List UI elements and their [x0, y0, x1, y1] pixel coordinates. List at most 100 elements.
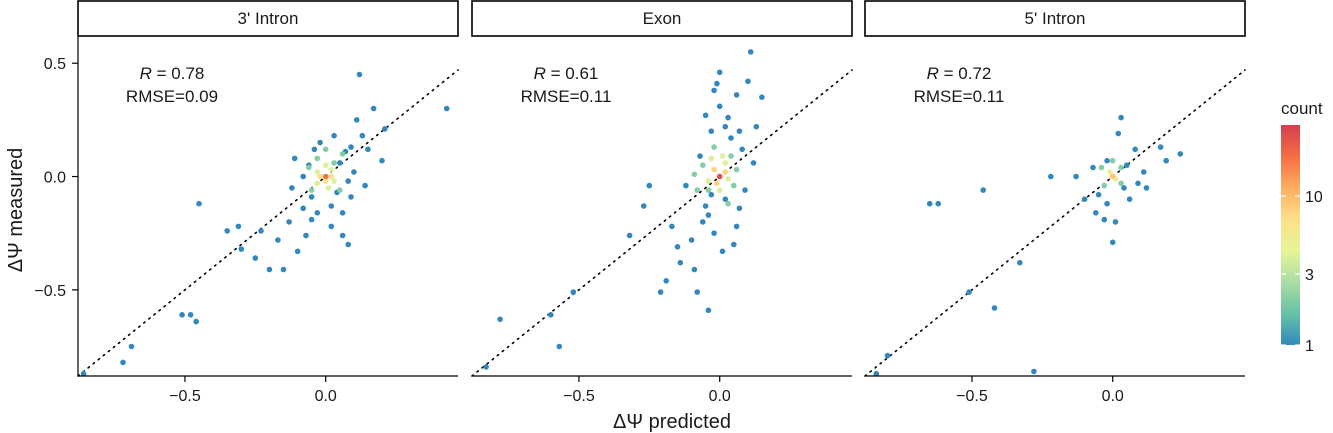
- scatter-point: [356, 71, 363, 78]
- scatter-point: [252, 255, 259, 261]
- scatter-point: [548, 312, 554, 318]
- scatter-point: [1073, 173, 1079, 180]
- scatter-point: [193, 318, 199, 325]
- x-ticks: −0.5 0.0: [169, 376, 337, 405]
- strip-box: [77, 0, 459, 37]
- scatter-point: [722, 169, 729, 175]
- scatter-point: [669, 223, 675, 230]
- scatter-point: [980, 187, 986, 193]
- panel-exon: Exon R = 0.61 RMSE=0.11 −0.5 0.0: [471, 0, 853, 405]
- scatter-point: [322, 162, 329, 168]
- scatter-point: [306, 164, 312, 171]
- scatter-point: [331, 160, 337, 166]
- scatter-point: [359, 132, 366, 139]
- y-tick-label: 0.5: [44, 56, 66, 73]
- y-ticks: 0.5 0.0 −0.5: [34, 56, 78, 300]
- scatter-point: [753, 123, 760, 130]
- scatter-point: [657, 289, 664, 295]
- strip-label: 3' Intron: [238, 9, 299, 28]
- scatter-point: [719, 248, 726, 255]
- scatter-point: [674, 244, 681, 250]
- scatter-point: [300, 205, 307, 212]
- scatter-point: [691, 266, 698, 273]
- scatter-point: [711, 144, 717, 150]
- panel-5-intron: 5' Intron R = 0.72 RMSE=0.11 −0.5 0.0: [864, 0, 1246, 405]
- scatter-point: [1081, 196, 1088, 202]
- scatter-point: [379, 157, 385, 164]
- scatter-point: [750, 160, 757, 166]
- scatter-point: [708, 155, 715, 162]
- scatter-point: [646, 182, 653, 189]
- scatter-point: [339, 232, 346, 239]
- plot-area: [471, 49, 853, 377]
- scatter-point: [80, 370, 87, 377]
- plot-area: [864, 69, 1246, 377]
- scatter-point: [128, 343, 135, 350]
- scatter-point: [266, 266, 273, 273]
- scatter-point: [697, 153, 703, 159]
- scatter-point: [725, 114, 731, 121]
- scatter-point: [926, 200, 933, 207]
- scatter-point: [705, 187, 712, 193]
- scatter-point: [1118, 114, 1124, 121]
- scatter-point: [322, 178, 329, 184]
- x-ticks: −0.5 0.0: [956, 376, 1124, 405]
- scatter-point: [714, 80, 720, 87]
- scatter-point: [716, 69, 723, 76]
- r-symbol: R: [927, 64, 939, 83]
- scatter-point: [733, 166, 740, 173]
- r-symbol: R: [140, 64, 152, 83]
- scatter-point: [365, 146, 371, 153]
- scatter-point: [725, 200, 731, 207]
- scatter-point: [626, 232, 633, 239]
- scatter-point: [640, 203, 647, 209]
- scatter-point: [1118, 164, 1124, 171]
- scatter-point: [339, 210, 346, 216]
- r-value: = 0.78: [152, 64, 204, 83]
- scatter-point: [728, 153, 734, 159]
- scatter-point: [722, 196, 729, 202]
- scatter-point: [286, 219, 292, 225]
- scatter-point: [291, 155, 298, 162]
- rmse-stat: RMSE=0.11: [914, 87, 1005, 106]
- scatter-point: [711, 166, 717, 173]
- scatter-point: [731, 241, 737, 248]
- scatter-point: [1121, 185, 1127, 191]
- scatter-point: [739, 146, 745, 153]
- scatter-point: [328, 166, 335, 173]
- scatter-point: [258, 228, 264, 234]
- scatter-point: [328, 173, 335, 180]
- scatter-point: [736, 205, 743, 212]
- r-stat: R = 0.78: [140, 64, 205, 83]
- scatter-point: [308, 187, 315, 193]
- r-value: = 0.72: [939, 64, 991, 83]
- scatter-point: [694, 289, 700, 295]
- scatter-point: [311, 146, 318, 153]
- scatter-point: [700, 162, 706, 168]
- scatter-point: [224, 228, 230, 234]
- rmse-stat: RMSE=0.11: [521, 87, 612, 106]
- y-tick-label: −0.5: [34, 283, 66, 300]
- scatter-point: [705, 307, 712, 314]
- scatter-point: [1124, 162, 1130, 168]
- scatter-point: [280, 266, 287, 273]
- scatter-point: [1126, 196, 1133, 202]
- scatter-point: [1090, 164, 1096, 171]
- scatter-point: [1093, 210, 1099, 216]
- scatter-point: [370, 105, 377, 112]
- scatter-point: [1143, 185, 1150, 191]
- scatter-point: [702, 112, 709, 119]
- point-layer: [483, 49, 765, 370]
- scatter-point: [314, 210, 321, 216]
- scatter-point: [556, 343, 563, 350]
- x-tick-label: −0.5: [563, 388, 595, 405]
- legend-tick-label: 10: [1305, 189, 1323, 206]
- scatter-point: [1095, 191, 1102, 198]
- scatter-point: [722, 123, 729, 130]
- scatter-point: [1048, 173, 1054, 180]
- scatter-point: [348, 144, 354, 150]
- y-axis-title: ΔΨ measured: [5, 148, 27, 273]
- scatter-point: [1109, 239, 1116, 246]
- scatter-point: [322, 173, 329, 180]
- scatter-point: [711, 230, 717, 236]
